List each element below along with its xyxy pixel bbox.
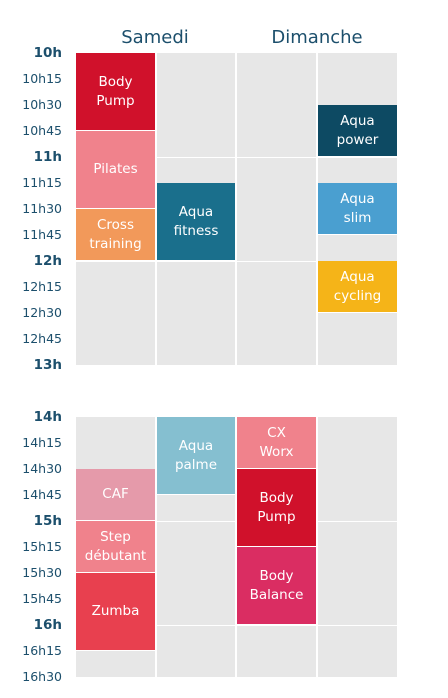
time-label: 14h15	[22, 435, 62, 450]
class-event-label: Pilates	[93, 161, 138, 177]
hour-gridline	[318, 157, 397, 158]
time-label: 16h15	[22, 643, 62, 658]
class-event-label: Body Pump	[96, 73, 135, 109]
time-label: 12h15	[22, 279, 62, 294]
time-label: 10h30	[22, 97, 62, 112]
class-event-label: Aqua power	[336, 112, 379, 148]
class-event[interactable]: Zumba	[76, 573, 155, 651]
hour-gridline	[157, 261, 235, 262]
class-event-label: CX Worx	[259, 424, 294, 460]
class-event-label: Zumba	[91, 603, 140, 619]
class-event[interactable]: CAF	[76, 469, 155, 521]
hour-gridline	[76, 261, 155, 262]
time-label: 15h15	[22, 539, 62, 554]
class-event[interactable]: Body Pump	[76, 53, 155, 131]
class-event-label: Aqua cycling	[333, 268, 382, 304]
time-label: 11h15	[22, 175, 62, 190]
class-event[interactable]: Aqua power	[318, 105, 397, 157]
time-label: 11h45	[22, 227, 62, 242]
hour-gridline	[237, 157, 316, 158]
time-label: 16h	[33, 617, 62, 633]
schedule-column	[237, 53, 316, 365]
time-label: 15h30	[22, 565, 62, 580]
time-label: 12h30	[22, 305, 62, 320]
time-label: 11h30	[22, 201, 62, 216]
day-header-samedi: Samedi	[121, 27, 189, 48]
day-header-dimanche: Dimanche	[271, 27, 363, 48]
class-event-label: Aqua fitness	[173, 203, 219, 239]
class-event-label: Step débutant	[84, 528, 147, 564]
hour-gridline	[157, 157, 235, 158]
time-label: 11h	[33, 149, 62, 165]
class-event[interactable]: Cross training	[76, 209, 155, 261]
class-event[interactable]: Aqua cycling	[318, 261, 397, 313]
class-event[interactable]: CX Worx	[237, 417, 316, 469]
class-event-label: Cross training	[89, 216, 142, 252]
hour-gridline	[318, 521, 397, 522]
time-label: 15h45	[22, 591, 62, 606]
class-event-label: CAF	[102, 486, 129, 502]
hour-gridline	[237, 261, 316, 262]
time-label: 13h	[33, 357, 62, 373]
class-event-label: Aqua slim	[340, 190, 375, 226]
class-event-label: Body Pump	[257, 489, 296, 525]
class-event[interactable]: Aqua slim	[318, 183, 397, 235]
hour-gridline	[318, 625, 397, 626]
hour-gridline	[237, 625, 316, 626]
time-label: 16h30	[22, 669, 62, 684]
time-label: 10h	[33, 45, 62, 61]
time-label: 14h30	[22, 461, 62, 476]
class-event[interactable]: Body Pump	[237, 469, 316, 547]
time-label: 10h15	[22, 71, 62, 86]
time-label: 12h	[33, 253, 62, 269]
hour-gridline	[157, 521, 235, 522]
time-label: 14h	[33, 409, 62, 425]
class-event-label: Aqua palme	[174, 437, 218, 473]
time-label: 15h	[33, 513, 62, 529]
hour-gridline	[157, 625, 235, 626]
class-event[interactable]: Body Balance	[237, 547, 316, 625]
time-label: 14h45	[22, 487, 62, 502]
class-event[interactable]: Step débutant	[76, 521, 155, 573]
time-label: 12h45	[22, 331, 62, 346]
schedule-column	[318, 417, 397, 677]
class-event[interactable]: Aqua palme	[157, 417, 235, 495]
class-event[interactable]: Pilates	[76, 131, 155, 209]
class-event[interactable]: Aqua fitness	[157, 183, 235, 261]
time-label: 10h45	[22, 123, 62, 138]
class-event-label: Body Balance	[249, 567, 304, 603]
